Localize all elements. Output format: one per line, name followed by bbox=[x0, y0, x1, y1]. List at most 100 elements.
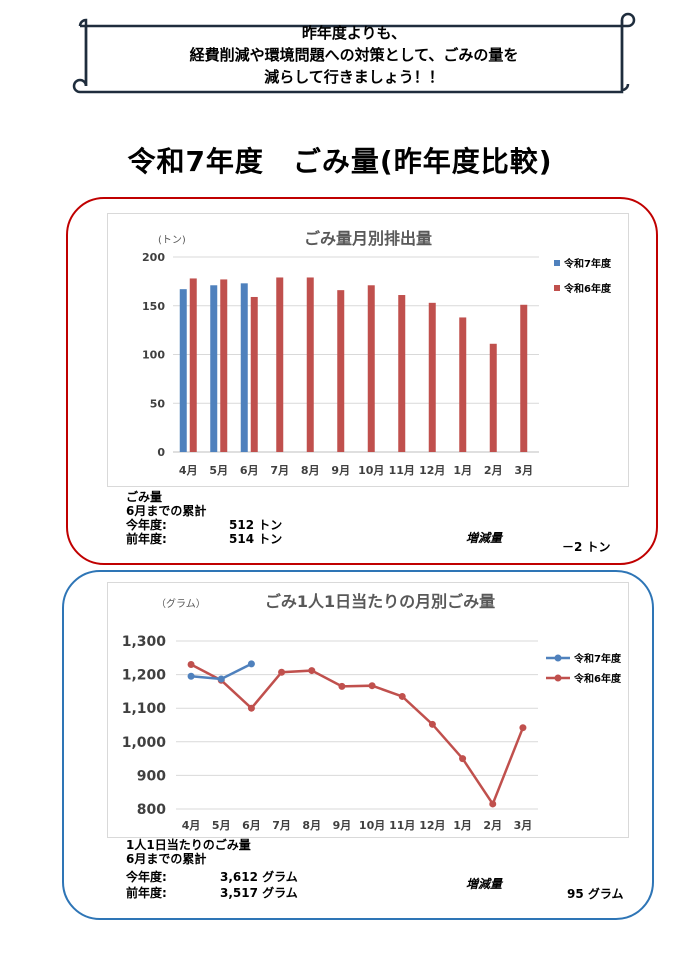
bar-chart-svg: ごみ量月別排出量 (トン) 0 50 100 150 200 4月 5月 6月 7月 8月 9月 10月 1… bbox=[142, 229, 612, 477]
top-last-year-value: 514 トン bbox=[229, 532, 283, 546]
legend-label-2024: 令和6年度 bbox=[563, 282, 612, 295]
bar-2024 bbox=[337, 290, 345, 452]
y-tick-label: 200 bbox=[142, 251, 165, 264]
series-line-2024 bbox=[190, 663, 525, 807]
y-tick-label: 1,000 bbox=[122, 735, 167, 751]
bar-2024 bbox=[428, 302, 436, 452]
legend-swatch-2025 bbox=[554, 260, 560, 266]
x-tick-label: 2月 bbox=[484, 464, 503, 477]
bar-2024 bbox=[459, 317, 467, 452]
point-2024 bbox=[368, 682, 376, 690]
x-tick-label: 8月 bbox=[301, 464, 320, 477]
bar-2024 bbox=[306, 277, 314, 452]
top-last-year-label: 前年度: bbox=[126, 532, 167, 546]
page-title: 令和7年度 ごみ量(昨年度比較) bbox=[127, 145, 553, 178]
x-tick-label: 7月 bbox=[270, 464, 289, 477]
y-unit-label: （グラム） bbox=[156, 597, 206, 610]
bottom-stats-subheading: 6月までの累計 bbox=[126, 852, 207, 866]
x-tick-label: 3月 bbox=[514, 819, 533, 832]
y-tick-label: 900 bbox=[137, 768, 166, 784]
legend-label-2025: 令和7年度 bbox=[563, 257, 612, 270]
point-2024 bbox=[519, 724, 527, 732]
top-this-year-label: 今年度: bbox=[126, 518, 167, 532]
top-stats-subheading: 6月までの累計 bbox=[126, 504, 207, 518]
monthly-waste-frame bbox=[66, 197, 658, 565]
chart-title: ごみ量月別排出量 bbox=[304, 229, 432, 248]
x-tick-label: 1月 bbox=[453, 819, 472, 832]
y-tick-label: 1,200 bbox=[122, 668, 167, 684]
bottom-this-year-value: 3,612 グラム bbox=[220, 870, 298, 884]
point-2025 bbox=[187, 672, 195, 680]
bottom-stats-heading: 1人1日当たりのごみ量 bbox=[126, 838, 251, 852]
bottom-this-year-label: 今年度: bbox=[126, 870, 167, 884]
per-capita-line-chart: ごみ1人1日当たりの月別ごみ量 （グラム） 800 900 1,000 1,100 1,20… bbox=[107, 582, 629, 838]
x-tick-label: 8月 bbox=[302, 819, 321, 832]
point-2024 bbox=[247, 704, 255, 712]
banner-line-1: 昨年度よりも、 bbox=[301, 24, 407, 42]
bar-2025 bbox=[210, 285, 218, 452]
banner-message: 昨年度よりも、 経費削減や環境問題への対策として、ごみの量を 減らして行きましょ… bbox=[108, 22, 600, 88]
x-tick-label: 4月 bbox=[182, 819, 201, 832]
point-2025 bbox=[217, 675, 225, 683]
legend-marker-2025 bbox=[554, 654, 562, 662]
x-tick-label: 6月 bbox=[242, 819, 261, 832]
bottom-last-year-value: 3,517 グラム bbox=[220, 886, 298, 900]
top-diff-label: 増減量 bbox=[466, 531, 503, 545]
x-tick-label: 7月 bbox=[272, 819, 291, 832]
bar-2024 bbox=[520, 304, 528, 452]
bottom-diff-value: 95 グラム bbox=[567, 887, 624, 901]
x-tick-label: 11月 bbox=[389, 464, 415, 477]
point-2024 bbox=[398, 692, 406, 700]
y-tick-label: 800 bbox=[137, 802, 166, 818]
bar-2024 bbox=[276, 277, 284, 452]
top-diff-value: －2 トン bbox=[562, 540, 611, 554]
point-2024 bbox=[489, 800, 497, 808]
top-stats-heading: ごみ量 bbox=[126, 490, 163, 504]
x-tick-label: 6月 bbox=[240, 464, 259, 477]
x-tick-label: 4月 bbox=[179, 464, 198, 477]
legend-label-2025: 令和7年度 bbox=[573, 652, 622, 665]
bar-2024 bbox=[398, 295, 406, 452]
point-2025 bbox=[247, 660, 255, 668]
x-tick-label: 9月 bbox=[333, 819, 352, 832]
line-chart-svg: ごみ1人1日当たりの月別ごみ量 （グラム） 800 900 1,000 1,100 1,20… bbox=[122, 592, 622, 832]
point-2024 bbox=[338, 682, 346, 690]
point-2024 bbox=[278, 668, 286, 676]
bar-2024 bbox=[367, 285, 375, 452]
point-2024 bbox=[428, 720, 436, 728]
banner-line-2: 経費削減や環境問題への対策として、ごみの量を bbox=[189, 46, 519, 64]
bar-2024 bbox=[489, 343, 497, 452]
x-tick-label: 5月 bbox=[209, 464, 228, 477]
scroll-banner-shape bbox=[72, 12, 636, 94]
bottom-diff-label: 増減量 bbox=[466, 877, 503, 891]
point-2024 bbox=[459, 755, 467, 763]
x-tick-label: 11月 bbox=[389, 819, 415, 832]
x-tick-label: 9月 bbox=[331, 464, 350, 477]
bar-2024 bbox=[250, 296, 258, 452]
y-tick-label: 1,100 bbox=[122, 701, 167, 717]
x-tick-label: 12月 bbox=[419, 464, 445, 477]
legend-label-2024: 令和6年度 bbox=[573, 672, 622, 685]
y-tick-label: 50 bbox=[150, 397, 166, 410]
x-tick-label: 5月 bbox=[212, 819, 231, 832]
y-unit-label: (トン) bbox=[158, 235, 186, 246]
bar-2024 bbox=[189, 278, 197, 452]
banner-line-3: 減らして行きましょう！！ bbox=[264, 68, 444, 86]
x-tick-label: 1月 bbox=[453, 464, 472, 477]
y-tick-label: 150 bbox=[142, 300, 165, 313]
y-tick-label: 1,300 bbox=[122, 634, 167, 650]
top-this-year-value: 512 トン bbox=[229, 518, 283, 532]
y-tick-label: 0 bbox=[157, 446, 165, 459]
bar-2024 bbox=[220, 279, 228, 452]
scroll-banner: 昨年度よりも、 経費削減や環境問題への対策として、ごみの量を 減らして行きましょ… bbox=[68, 10, 640, 102]
legend-swatch-2024 bbox=[554, 285, 560, 291]
monthly-waste-bar-chart: ごみ量月別排出量 (トン) 0 50 100 150 200 4月 5月 6月 7月 8月 9月 10月 1… bbox=[107, 213, 629, 487]
point-2024 bbox=[187, 661, 195, 669]
x-tick-label: 12月 bbox=[419, 819, 445, 832]
per-capita-frame bbox=[62, 570, 654, 920]
bar-2025 bbox=[179, 289, 187, 452]
bottom-last-year-label: 前年度: bbox=[126, 886, 167, 900]
y-tick-label: 100 bbox=[142, 349, 165, 362]
x-tick-label: 2月 bbox=[483, 819, 502, 832]
x-tick-label: 10月 bbox=[358, 464, 384, 477]
